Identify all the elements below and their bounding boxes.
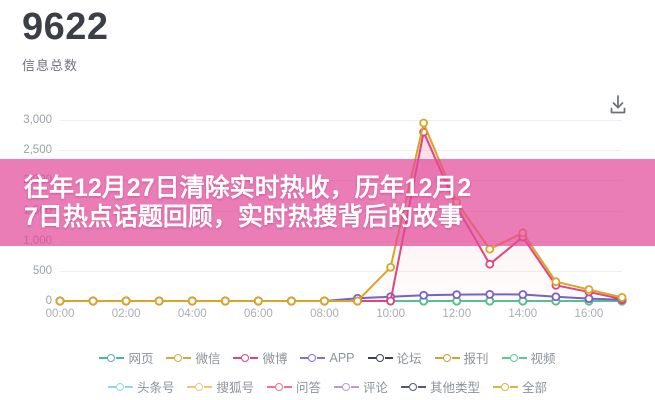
- legend-label: 论坛: [396, 352, 422, 366]
- series-point-marker[interactable]: [485, 244, 495, 254]
- legend-marker-icon: [300, 353, 326, 363]
- series-point-marker[interactable]: [485, 289, 495, 299]
- y-axis-tick-label: 2,500: [23, 144, 52, 157]
- legend-item-网页[interactable]: 网页: [99, 348, 153, 367]
- legend-label: 头条号: [136, 381, 175, 395]
- series-point-marker[interactable]: [419, 290, 429, 300]
- legend-marker-icon: [367, 353, 393, 363]
- x-axis-tick-label: 14:00: [508, 308, 538, 320]
- series-point-marker[interactable]: [617, 292, 627, 302]
- legend-label: 搜狐号: [216, 381, 254, 395]
- legend-marker-icon: [401, 382, 427, 392]
- series-point-marker[interactable]: [551, 292, 561, 302]
- series-point-marker[interactable]: [121, 296, 131, 306]
- series-point-marker[interactable]: [253, 296, 263, 306]
- series-point-marker[interactable]: [154, 296, 164, 306]
- legend-marker-icon: [434, 353, 460, 363]
- series-point-marker[interactable]: [452, 290, 462, 300]
- legend-label: 报刊: [463, 352, 489, 366]
- summary-header: 9622 信息总数: [22, 8, 109, 74]
- y-axis-tick-label: 3,000: [23, 114, 52, 126]
- legend-row-1: 网页 微信 微博 APP 论坛 报刊 视频: [0, 348, 655, 367]
- legend-item-微信[interactable]: 微信: [166, 348, 220, 367]
- series-point-marker[interactable]: [551, 277, 561, 287]
- legend-label: 其他类型: [430, 381, 481, 395]
- series-point-marker[interactable]: [88, 296, 98, 306]
- legend-marker-icon: [166, 353, 192, 363]
- series-point-marker[interactable]: [55, 296, 65, 306]
- x-axis-tick-label: 00:00: [45, 308, 75, 320]
- overlay-title-line-2: 7日热点话题回顾，实时热搜背后的故事: [24, 202, 463, 231]
- series-point-marker[interactable]: [584, 285, 594, 294]
- legend-item-视频[interactable]: 视频: [501, 348, 556, 367]
- legend-marker-icon: [266, 382, 292, 392]
- legend-label: 微博: [262, 352, 288, 366]
- title-overlay-banner: 往年12月27日清除实时热收，历年12月2 7日热点话题回顾，实时热搜背后的故事: [0, 159, 655, 246]
- x-axis-tick-label: 16:00: [574, 308, 604, 320]
- legend-marker-icon: [501, 353, 527, 363]
- legend-marker-icon: [233, 353, 259, 363]
- legend-marker-icon: [107, 382, 133, 392]
- legend-item-评论[interactable]: 评论: [334, 377, 388, 396]
- legend-label: 视频: [530, 352, 556, 366]
- series-area-fill: [60, 123, 622, 301]
- gridline: [60, 150, 622, 152]
- legend-item-论坛[interactable]: 论坛: [367, 348, 422, 367]
- series-point-marker[interactable]: [386, 262, 395, 272]
- legend-label: 网页: [128, 352, 154, 366]
- x-axis-tick-label: 04:00: [177, 308, 207, 320]
- legend-item-全部[interactable]: 全部: [493, 377, 547, 396]
- legend-item-搜狐号[interactable]: 搜狐号: [187, 377, 254, 396]
- series-point-marker[interactable]: [419, 118, 429, 128]
- legend-marker-icon: [493, 382, 519, 392]
- legend-label: 微信: [195, 352, 221, 366]
- series-point-marker[interactable]: [386, 296, 395, 306]
- legend-marker-icon: [334, 382, 359, 392]
- series-point-marker[interactable]: [220, 296, 230, 306]
- total-count-label: 信息总数: [22, 58, 79, 73]
- download-icon[interactable]: [605, 92, 631, 118]
- x-axis-tick-label: 06:00: [243, 308, 273, 320]
- legend-item-APP[interactable]: APP: [300, 350, 355, 365]
- legend-item-头条号[interactable]: 头条号: [107, 377, 175, 396]
- y-axis-tick-label: 0: [45, 295, 52, 307]
- overlay-title-line-1: 往年12月27日清除实时热收，历年12月2: [24, 173, 472, 202]
- x-axis-tick-label: 10:00: [376, 308, 405, 320]
- legend-item-微博[interactable]: 微博: [233, 348, 287, 367]
- gridline: [60, 270, 622, 272]
- chart-legend: 网页 微信 微博 APP 论坛 报刊 视频头条号 搜狐号 问答 评论 其他类型 全部: [0, 344, 655, 396]
- x-axis-tick-label: 02:00: [111, 308, 141, 320]
- total-count-value: 9622: [22, 6, 109, 48]
- series-point-marker[interactable]: [353, 296, 362, 306]
- series-point-marker[interactable]: [320, 296, 329, 306]
- x-axis-tick-label: 08:00: [310, 308, 339, 320]
- y-axis-tick-label: 500: [32, 264, 52, 277]
- series-point-marker[interactable]: [287, 296, 296, 306]
- series-point-marker[interactable]: [187, 296, 197, 306]
- legend-label: 全部: [522, 381, 548, 395]
- legend-label: 问答: [295, 381, 321, 395]
- chart-series-layer: [55, 118, 627, 306]
- legend-marker-icon: [187, 382, 213, 392]
- series-point-marker[interactable]: [518, 290, 528, 299]
- x-axis-tick-label: 12:00: [442, 308, 472, 320]
- legend-label: 评论: [363, 381, 389, 395]
- legend-marker-icon: [99, 353, 125, 363]
- legend-label: APP: [329, 350, 355, 365]
- legend-item-其他类型[interactable]: 其他类型: [401, 377, 480, 396]
- legend-item-问答[interactable]: 问答: [266, 377, 321, 396]
- legend-item-报刊[interactable]: 报刊: [434, 348, 489, 367]
- gridline: [60, 120, 622, 121]
- series-point-marker[interactable]: [485, 259, 495, 269]
- legend-row-2: 头条号 搜狐号 问答 评论 其他类型 全部: [0, 377, 655, 396]
